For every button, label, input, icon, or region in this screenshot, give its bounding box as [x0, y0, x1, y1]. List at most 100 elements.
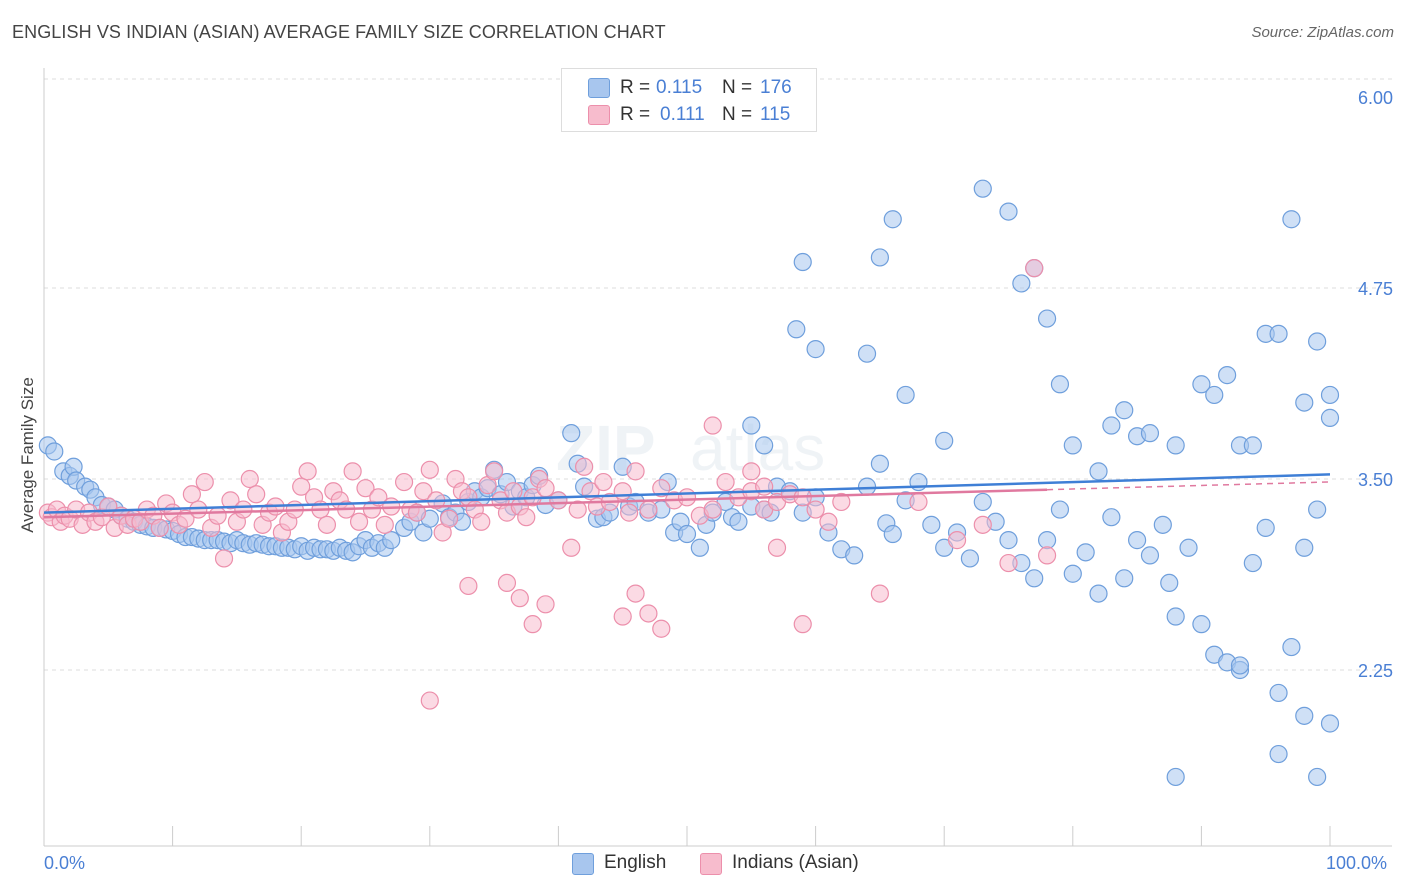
indian-point: [459, 576, 478, 596]
english-point: [1269, 324, 1288, 343]
indian-point: [247, 485, 266, 504]
indian-point: [742, 462, 761, 481]
indian-point: [182, 485, 201, 504]
indian-point: [594, 472, 613, 492]
english-point: [1282, 210, 1301, 229]
english-point: [883, 210, 902, 229]
english-trend-line: [43, 473, 1331, 514]
english-point: [1256, 518, 1275, 537]
english-point: [1308, 767, 1327, 787]
r-label: R =: [620, 104, 651, 125]
indian-point: [703, 416, 722, 435]
indian-point: [523, 615, 542, 634]
indian-point: [870, 584, 890, 603]
indian-point: [195, 472, 214, 492]
r-value: 0.111: [660, 104, 705, 125]
source-credit: Source: ZipAtlas.com: [1251, 24, 1394, 41]
english-swatch: [572, 853, 594, 875]
indian-point: [549, 491, 568, 510]
english-point: [729, 512, 748, 531]
english-point: [1102, 508, 1121, 527]
n-label: N =: [722, 104, 753, 125]
indian-point: [806, 500, 825, 519]
english-point: [1179, 538, 1198, 557]
indian-point: [292, 477, 311, 496]
indian-point: [407, 503, 427, 522]
english-point: [973, 492, 992, 512]
english-point: [1269, 744, 1288, 764]
english-point: [1243, 553, 1262, 573]
english-point: [1308, 332, 1327, 351]
n-label: N =: [722, 77, 753, 98]
indian-point: [208, 506, 227, 525]
indian-point: [613, 607, 632, 626]
indian-point: [221, 491, 240, 510]
english-point: [1320, 385, 1340, 405]
english-point: [382, 531, 401, 550]
indian-point: [620, 503, 639, 522]
english-point: [1295, 393, 1314, 412]
english-point: [1166, 767, 1185, 787]
english-point: [1295, 538, 1314, 557]
english-point: [883, 524, 902, 544]
english-point: [1160, 573, 1179, 593]
indian-point: [536, 595, 555, 614]
legend-label-english: English: [604, 852, 667, 873]
english-point: [1115, 401, 1134, 420]
english-point: [1153, 515, 1172, 534]
legend-label-indian: Indians (Asian): [732, 852, 859, 873]
indian-point: [652, 619, 671, 638]
indian-point: [189, 500, 208, 519]
indian-point: [626, 462, 645, 481]
english-point: [1063, 436, 1082, 455]
english-point: [1050, 375, 1070, 394]
indian-point: [349, 512, 369, 531]
indian-point: [639, 604, 658, 623]
n-value: 176: [760, 77, 792, 98]
english-point: [1063, 564, 1082, 583]
english-point: [1282, 637, 1301, 657]
indian-point: [973, 515, 992, 534]
indian-point: [298, 462, 317, 481]
english-point: [845, 546, 864, 565]
english-point: [1269, 683, 1288, 703]
english-point: [562, 424, 581, 443]
indian-point: [375, 515, 394, 534]
english-point: [1089, 462, 1108, 481]
indian-point: [485, 462, 504, 481]
indian-point: [703, 500, 722, 519]
x-tick-label-max: 100.0%: [1326, 853, 1388, 873]
english-point: [1050, 500, 1070, 519]
axes: [43, 68, 1392, 847]
english-point: [1025, 569, 1044, 588]
english-point: [45, 442, 64, 461]
r-value: 0.115: [656, 77, 703, 98]
english-point: [1127, 531, 1147, 550]
chart-title: ENGLISH VS INDIAN (ASIAN) AVERAGE FAMILY…: [12, 22, 666, 42]
english-point: [922, 515, 941, 534]
english-point: [935, 431, 954, 450]
english-point: [870, 248, 890, 267]
english-point: [1012, 274, 1031, 293]
english-point: [1205, 385, 1224, 405]
indian-point: [240, 469, 259, 489]
english-swatch: [588, 78, 610, 98]
english-point: [1230, 656, 1250, 675]
indian-point: [150, 518, 169, 537]
indian-trend-extension: [1047, 481, 1331, 491]
english-point: [973, 179, 992, 198]
indian-point: [767, 538, 787, 557]
indian-point: [420, 691, 439, 710]
indian-point: [1037, 546, 1057, 565]
y-tick-label: 6.00: [1358, 88, 1393, 108]
stats-legend: R = 0.115 N = 176 R = 0.111 N = 115: [561, 68, 817, 132]
english-point: [1037, 309, 1057, 328]
english-point: [1140, 424, 1160, 443]
indian-point: [568, 500, 587, 519]
indian-point: [819, 512, 838, 531]
english-point: [1076, 543, 1095, 562]
english-point: [793, 252, 812, 272]
indian-point: [639, 500, 658, 519]
english-point: [806, 340, 825, 359]
indian-point: [420, 460, 439, 479]
